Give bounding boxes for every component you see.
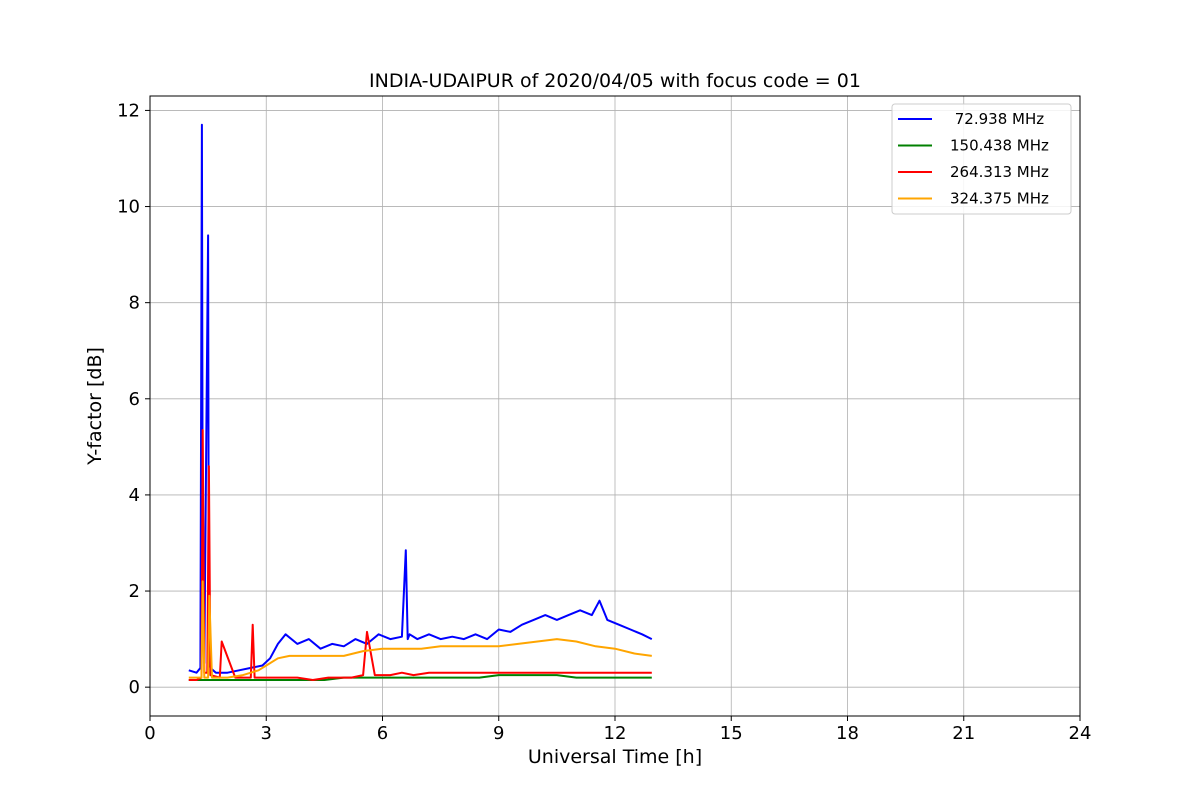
x-tick-label: 24 <box>1069 723 1092 744</box>
y-tick-label: 10 <box>117 197 140 218</box>
x-tick-label: 0 <box>144 723 155 744</box>
y-tick-label: 12 <box>117 100 140 121</box>
y-tick-label: 0 <box>129 677 140 698</box>
y-axis-label: Y-factor [dB] <box>84 347 106 466</box>
series-line-1 <box>188 674 652 681</box>
x-axis-label: Universal Time [h] <box>528 746 702 768</box>
series-line-0 <box>188 123 653 674</box>
legend: 72.938 MHz 150.438 MHz 264.313 MHz 324.375 … <box>891 103 1072 215</box>
legend-label: 72.938 MHz <box>950 110 1044 128</box>
legend-label: 324.375 MHz <box>950 190 1049 208</box>
x-tick-label: 15 <box>720 723 743 744</box>
x-tick-label: 3 <box>261 723 272 744</box>
y-tick-label: 4 <box>129 485 140 506</box>
chart-title: INDIA-UDAIPUR of 2020/04/05 with focus c… <box>369 70 861 92</box>
y-tick-label: 6 <box>129 389 140 410</box>
x-tick-label: 12 <box>604 723 627 744</box>
legend-label: 264.313 MHz <box>950 163 1049 181</box>
x-tick-label: 21 <box>952 723 975 744</box>
series-layer <box>188 123 653 681</box>
legend-box <box>891 103 1072 215</box>
legend-label: 150.438 MHz <box>950 137 1049 155</box>
y-tick-label: 8 <box>129 293 140 314</box>
x-tick-label: 6 <box>377 723 388 744</box>
y-tick-label: 2 <box>129 581 140 602</box>
series-line-3 <box>188 580 652 679</box>
x-tick-label: 9 <box>493 723 504 744</box>
x-tick-label: 18 <box>836 723 859 744</box>
